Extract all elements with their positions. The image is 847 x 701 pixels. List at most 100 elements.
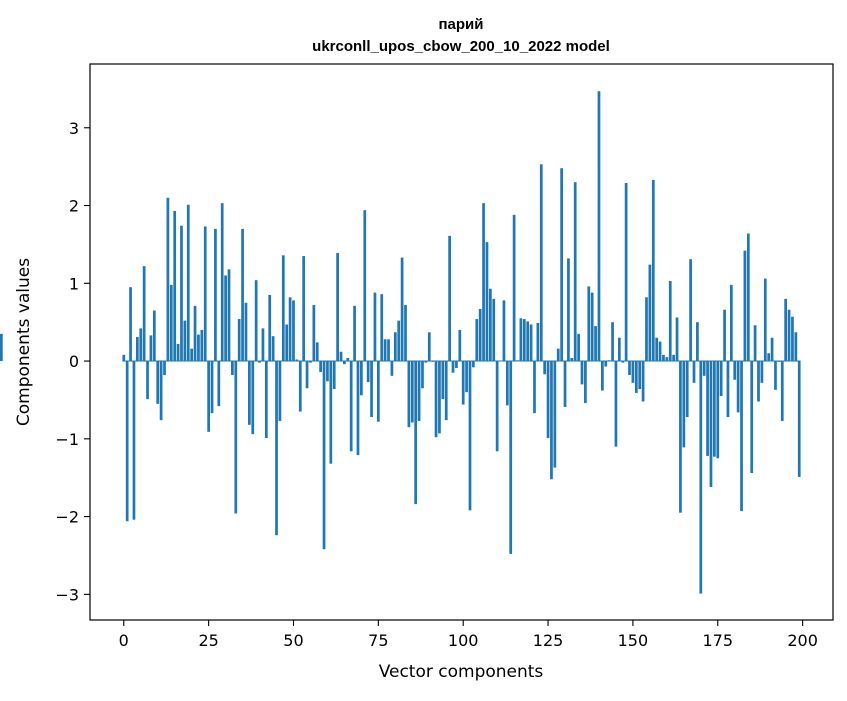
y-tick-label: −2 — [55, 508, 79, 527]
bar-169 — [696, 322, 699, 361]
bar-1 — [126, 361, 129, 521]
bar-192 — [774, 361, 777, 390]
bar-179 — [730, 285, 733, 361]
bar-110 — [496, 361, 499, 451]
bar-58 — [319, 361, 322, 372]
bar-14 — [170, 285, 173, 361]
bar-42 — [265, 361, 268, 438]
bar-188 — [761, 361, 764, 383]
x-tick-label: 200 — [787, 631, 818, 650]
bar-165 — [682, 361, 685, 447]
bar-59 — [323, 361, 326, 549]
bar-136 — [584, 361, 587, 403]
y-tick-label: 1 — [69, 274, 79, 293]
bar-115 — [513, 215, 516, 361]
bar-90 — [428, 332, 431, 361]
y-tick-label: 3 — [69, 119, 79, 138]
x-tick-label: 75 — [368, 631, 388, 650]
bar-142 — [604, 361, 607, 366]
bar-140 — [598, 91, 601, 361]
bar-195 — [784, 299, 787, 361]
bar-138 — [591, 293, 594, 361]
bar-177 — [723, 310, 726, 361]
chart-subtitle: ukrconll_upos_cbow_200_10_2022 model — [312, 38, 610, 55]
bar-11 — [160, 361, 163, 420]
bar-17 — [180, 226, 183, 361]
bar-185 — [750, 361, 753, 473]
x-tick-label: 50 — [283, 631, 303, 650]
bar-13 — [167, 198, 170, 361]
bar-114 — [509, 361, 512, 554]
bar-35 — [241, 229, 244, 361]
bar-22 — [197, 335, 200, 361]
chart-title: парий — [438, 16, 483, 33]
bar-31 — [228, 269, 231, 361]
bar-101 — [465, 361, 468, 392]
bar-124 — [543, 361, 546, 374]
bar-186 — [754, 325, 757, 361]
bar-48 — [285, 325, 288, 362]
bar-85 — [411, 361, 414, 422]
bar-133 — [574, 182, 577, 361]
bar-75 — [377, 361, 380, 422]
bar-71 — [363, 210, 366, 361]
bar-176 — [720, 361, 723, 396]
bar-94 — [441, 361, 444, 399]
bar-9 — [153, 311, 156, 362]
bar-78 — [387, 339, 390, 361]
bar-190 — [767, 353, 770, 361]
bar-109 — [492, 299, 495, 361]
bar-159 — [662, 355, 665, 361]
bar-171 — [703, 361, 706, 376]
bar-182 — [740, 361, 743, 511]
bar-45 — [275, 361, 278, 535]
bar-6 — [143, 266, 146, 361]
bar-82 — [401, 258, 404, 361]
bar-18 — [184, 321, 187, 361]
bar-129 — [560, 168, 563, 361]
bar-108 — [489, 289, 492, 361]
bar-60 — [326, 361, 329, 381]
bar-170 — [699, 361, 702, 594]
bar-27 — [214, 229, 217, 361]
bar-166 — [686, 361, 689, 417]
bar-183 — [744, 251, 747, 361]
bar-80 — [394, 332, 397, 361]
bar-3 — [133, 361, 136, 520]
bar-198 — [794, 332, 797, 361]
bar-5 — [139, 328, 142, 361]
bar-84 — [408, 361, 411, 427]
bar-123 — [540, 164, 543, 361]
bar-122 — [537, 323, 540, 361]
bar-184 — [747, 234, 750, 362]
bar-127 — [553, 361, 556, 468]
bar-0 — [122, 355, 125, 361]
bar-117 — [520, 318, 523, 361]
bar-26 — [211, 361, 214, 413]
bar-41 — [262, 328, 265, 361]
bar-167 — [689, 259, 692, 361]
x-tick-label: 150 — [618, 631, 649, 650]
bar-181 — [737, 361, 740, 412]
bar-4 — [136, 337, 139, 361]
bar-54 — [306, 361, 309, 388]
bar-144 — [611, 322, 614, 361]
x-tick-label: 125 — [533, 631, 564, 650]
bar-7 — [146, 361, 149, 399]
bar-149 — [628, 361, 631, 375]
bar-154 — [645, 297, 648, 361]
bar-44 — [272, 336, 275, 361]
bar-63 — [336, 253, 339, 361]
bar-187 — [757, 361, 760, 401]
bar-155 — [649, 265, 652, 361]
bar-38 — [251, 361, 254, 434]
bar-194 — [781, 361, 784, 421]
bar-10 — [156, 361, 159, 404]
bar-62 — [333, 361, 336, 389]
bar-174 — [713, 361, 716, 457]
bar-50 — [292, 300, 295, 361]
bar-46 — [279, 361, 282, 421]
bar-151 — [635, 361, 638, 393]
